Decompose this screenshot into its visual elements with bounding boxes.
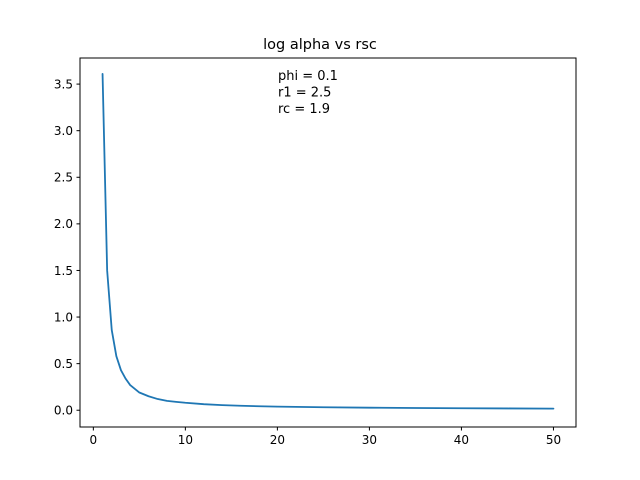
annotation-line: r1 = 2.5: [278, 86, 331, 101]
x-tick-label: 30: [362, 433, 377, 447]
y-tick-label: 1.0: [54, 310, 73, 324]
x-tick-label: 20: [270, 433, 285, 447]
x-tick-label: 50: [546, 433, 561, 447]
x-tick-label: 40: [454, 433, 469, 447]
axis-ticks: 0 10 20 30 40 50 0.0 0.5 1.0 1.5 2.0 2.5 3.0 3.5: [54, 77, 561, 447]
y-tick-label: 2.0: [54, 217, 73, 231]
axes-frame: [79, 57, 577, 428]
x-tick-label: 0: [90, 433, 98, 447]
series-line-0: [101, 72, 555, 410]
annotation-line: phi = 0.1: [278, 69, 338, 84]
annotation-line: rc = 1.9: [278, 102, 330, 117]
y-tick-label: 0.5: [54, 357, 73, 371]
x-tick-label: 10: [178, 433, 193, 447]
chart-title: log alpha vs rsc: [263, 37, 377, 53]
annotation-text: phi = 0.1 r1 = 2.5rc = 1.9: [278, 69, 338, 117]
plot-area: [101, 72, 555, 410]
y-tick-label: 2.5: [54, 171, 73, 185]
y-tick-label: 3.0: [54, 124, 73, 138]
y-tick-label: 0.0: [54, 404, 73, 418]
y-tick-label: 1.5: [54, 264, 73, 278]
y-tick-label: 3.5: [54, 77, 73, 91]
